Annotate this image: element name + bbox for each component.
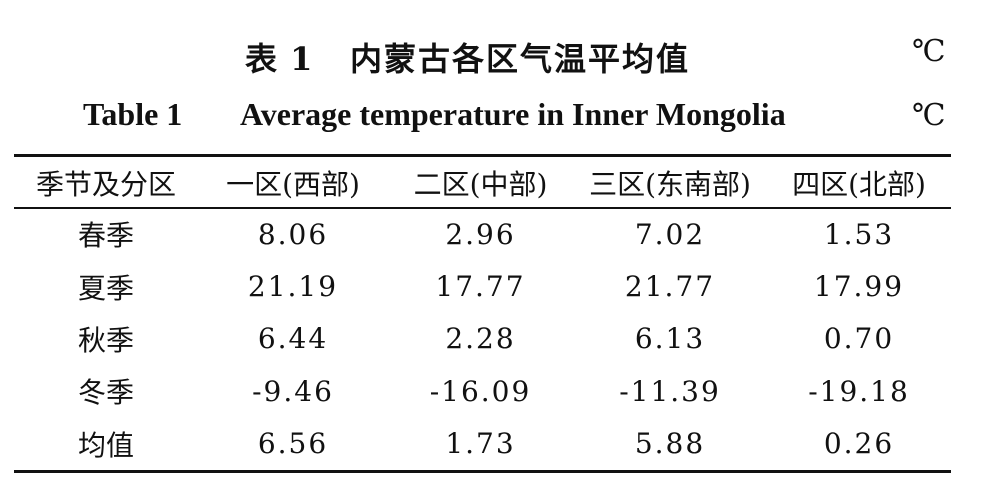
table-cell: 21.77 bbox=[624, 270, 716, 304]
table-cell: -11.39 bbox=[619, 374, 721, 408]
header-zone-2-central: 二区(中部) bbox=[413, 168, 548, 201]
table-row: 夏季 21.19 17.77 21.77 17.99 bbox=[14, 260, 951, 312]
table-number-chinese: 表 1 bbox=[245, 40, 314, 78]
table-cell: 6.44 bbox=[257, 322, 329, 356]
table-cell: -19.18 bbox=[808, 374, 910, 408]
table-title-english: Table 1 Average temperature in Inner Mon… bbox=[0, 92, 984, 142]
table-cell: 0.70 bbox=[823, 322, 895, 356]
table-number-english: Table 1 bbox=[83, 96, 183, 132]
table-bottom-rule bbox=[14, 470, 951, 473]
table-caption-english: Average temperature in Inner Mongolia bbox=[240, 96, 786, 132]
table-cell: 21.19 bbox=[247, 270, 339, 304]
table-cell: 8.06 bbox=[257, 217, 329, 251]
table-cell: 1.53 bbox=[823, 217, 895, 251]
table-cell: 7.02 bbox=[634, 217, 706, 251]
table-cell: 17.99 bbox=[813, 270, 905, 304]
row-season-label: 冬季 bbox=[77, 376, 134, 410]
table-header-rule bbox=[14, 207, 951, 209]
table-cell: -16.09 bbox=[429, 374, 532, 408]
unit-label-chinese: ℃ bbox=[912, 34, 946, 69]
row-season-label: 秋季 bbox=[77, 323, 134, 357]
table-cell: 2.28 bbox=[445, 322, 516, 356]
temperature-table: 季节及分区 一区(西部) 二区(中部) 三区(东南部) 四区(北部) 春季 8.… bbox=[14, 158, 951, 470]
table-cell: 6.56 bbox=[257, 427, 329, 461]
header-season-region: 季节及分区 bbox=[35, 168, 176, 201]
table-cell: 6.13 bbox=[634, 322, 706, 356]
table-cell: 17.77 bbox=[435, 270, 526, 304]
header-zone-4-north: 四区(北部) bbox=[792, 168, 926, 201]
table-cell: 0.26 bbox=[823, 427, 895, 461]
table-caption-chinese: 内蒙古各区气温平均值 bbox=[350, 40, 691, 78]
table-cell: -9.46 bbox=[252, 374, 334, 408]
header-zone-1-west: 一区(西部) bbox=[226, 168, 360, 201]
row-season-label: 春季 bbox=[77, 219, 134, 253]
table-row: 均值 6.56 1.73 5.88 0.26 bbox=[14, 418, 951, 470]
table-cell: 1.73 bbox=[445, 427, 516, 461]
table-row: 春季 8.06 2.96 7.02 1.53 bbox=[14, 208, 951, 260]
table-cell: 5.88 bbox=[634, 427, 706, 461]
table-title-chinese: 表 1 内蒙古各区气温平均值 ℃ bbox=[0, 28, 984, 78]
table-row: 秋季 6.44 2.28 6.13 0.70 bbox=[14, 313, 951, 365]
table-header-row: 季节及分区 一区(西部) 二区(中部) 三区(东南部) 四区(北部) bbox=[14, 158, 951, 208]
unit-label-english: ℃ bbox=[912, 98, 946, 133]
table-top-rule bbox=[14, 154, 951, 157]
table-cell: 2.96 bbox=[445, 217, 516, 251]
header-zone-3-southeast: 三区(东南部) bbox=[589, 168, 751, 201]
table-row: 冬季 -9.46 -16.09 -11.39 -19.18 bbox=[14, 365, 951, 417]
row-season-label: 夏季 bbox=[77, 271, 134, 305]
row-season-label: 均值 bbox=[77, 428, 134, 462]
